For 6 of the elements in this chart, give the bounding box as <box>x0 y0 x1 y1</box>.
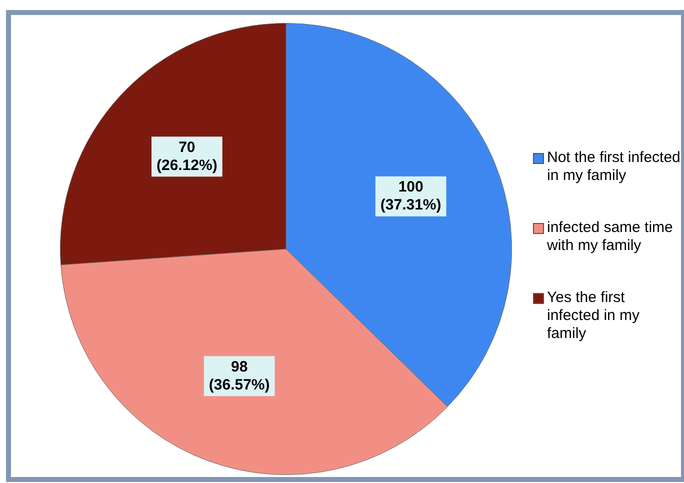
data-label: 98 (36.57%) <box>208 358 270 394</box>
data-label: 100 (37.31%) <box>380 178 442 214</box>
legend-label: Yes the first infected in my family <box>547 289 641 343</box>
legend-label: infected same time with my family <box>547 219 674 255</box>
legend-label: Not the first infected in my family <box>547 149 681 185</box>
data-label: 70 (26.12%) <box>156 138 218 174</box>
